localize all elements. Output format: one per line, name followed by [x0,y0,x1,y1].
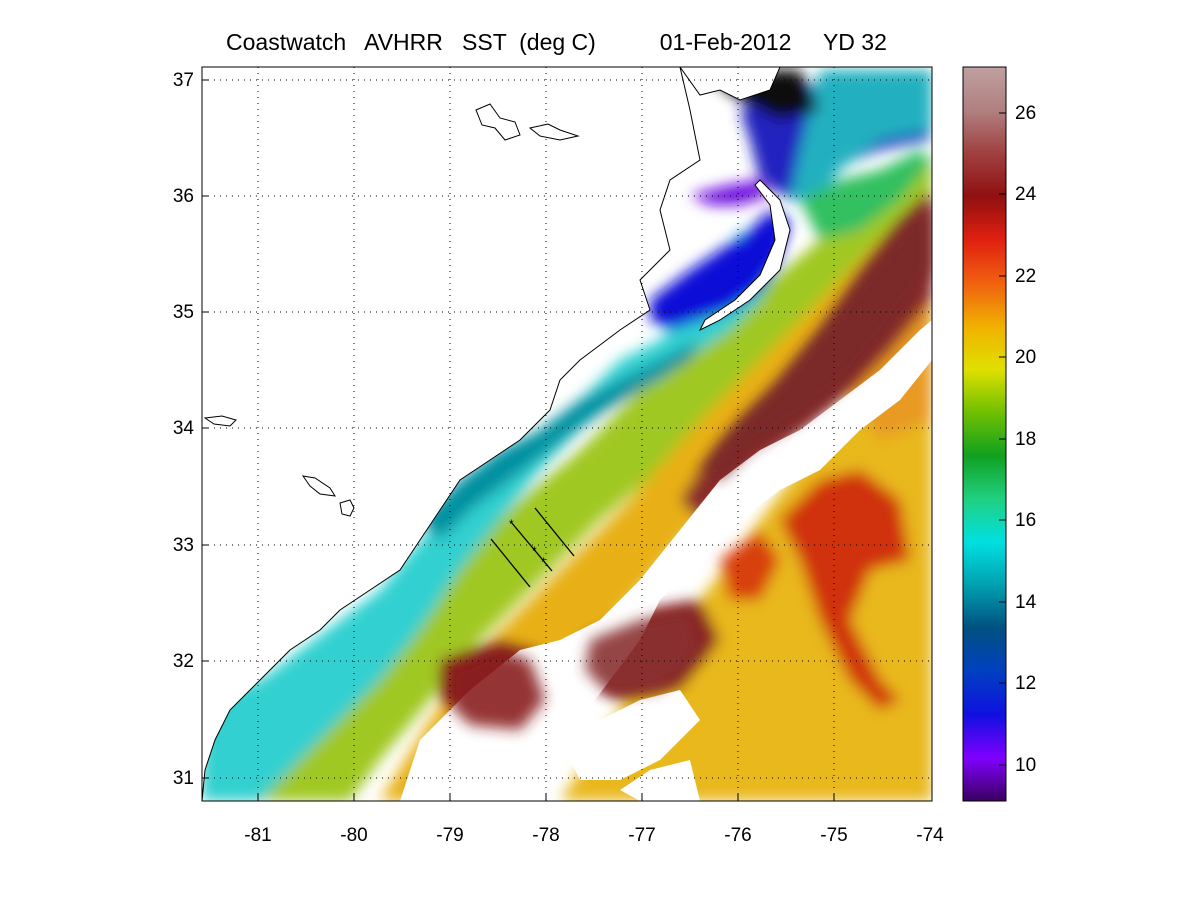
colorbar-label-18: 18 [1015,429,1037,450]
outer-banks [698,179,791,332]
lake-5 [203,415,237,427]
y-tick-label-31: 31 [172,768,194,789]
nearshore-teal-water [420,340,700,540]
x-tick-label-76: -76 [724,825,752,846]
lake-3 [301,475,336,497]
x-tick-label-74: -74 [916,825,944,846]
albemarle-sound [690,180,770,205]
colorbar-label-20: 20 [1015,347,1037,368]
y-tick-label-32: 32 [172,651,194,672]
y-tick-label-37: 37 [172,70,194,91]
transect-2 [510,521,553,572]
colorbar-label-12: 12 [1015,673,1037,694]
colorbar-label-22: 22 [1015,266,1037,287]
northeast-land [679,67,781,101]
transect-1 [490,538,531,588]
station-marker-2: * [532,544,537,558]
colorbar-label-16: 16 [1015,510,1037,531]
plot-area: * * * [202,67,932,801]
lake-2 [528,123,580,141]
station-marker-3: * [541,555,546,569]
northern-shelf-water [790,70,932,200]
land-mass [202,67,701,801]
grid-lines [202,67,932,801]
lake-1 [475,103,521,141]
plot-frame [201,66,933,802]
x-tick-label-75: -75 [820,825,848,846]
pamlico-sound [650,210,790,330]
colorbar-label-10: 10 [1015,755,1037,776]
y-tick-label-35: 35 [172,302,194,323]
y-tick-label-33: 33 [172,535,194,556]
y-tick-label-36: 36 [172,186,194,207]
map-title: Coastwatch AVHRR SST (deg C) 01-Feb-2012… [226,29,887,55]
colorbar-ticks [999,112,1006,766]
tick-marks [202,79,835,801]
x-tick-label-80: -80 [340,825,368,846]
inland-lakes [203,103,580,517]
colorbar-label-26: 26 [1015,103,1037,124]
cape-hatteras-green [800,150,932,240]
transect-3 [534,507,575,557]
colorbar [962,66,1007,802]
gulf-stream-overlay [450,200,932,730]
lake-4 [339,499,355,517]
x-tick-label-78: -78 [532,825,560,846]
cloud-patch-2 [560,690,700,780]
colorbar-label-24: 24 [1015,184,1037,205]
x-tick-label-77: -77 [628,825,656,846]
station-markers: * * * [509,517,546,569]
transects [490,507,575,588]
station-marker-1: * [509,517,514,531]
gulf-stream-core-overlay [700,200,932,480]
mid-eddy-overlay [585,610,700,695]
warm-filament [780,470,910,710]
y-tick-label-34: 34 [172,418,194,439]
colorbar-label-14: 14 [1015,592,1037,613]
offshore-red-band [720,530,780,600]
x-tick-label-79: -79 [436,825,464,846]
cloud-patch-3 [620,760,700,801]
south-eddy-overlay [450,650,545,730]
x-tick-label-81: -81 [244,825,272,846]
